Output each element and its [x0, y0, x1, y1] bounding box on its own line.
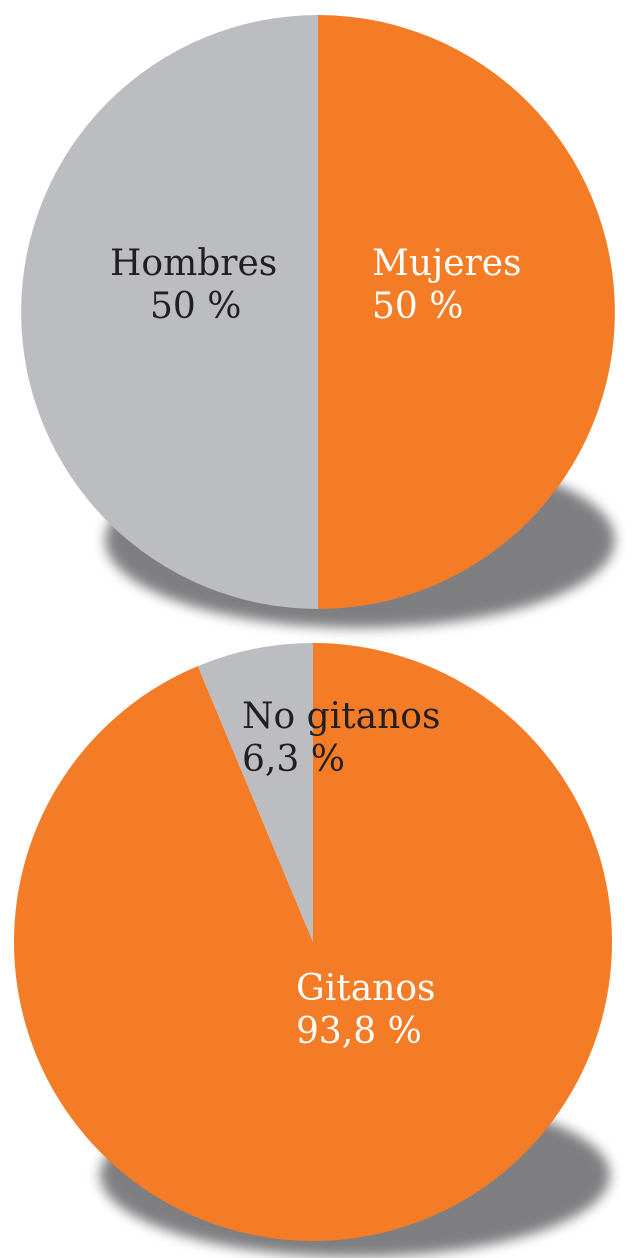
pie-slice-no-gitanos	[197, 643, 313, 942]
slice-label-no-gitanos: No gitanos	[242, 696, 440, 737]
slice-value-hombres: 50 %	[150, 286, 241, 327]
slice-label-mujeres: Mujeres	[372, 243, 522, 284]
pie-slices	[13, 643, 612, 1241]
pie-chart-gender: Mujeres 50 % Hombres 50 %	[21, 15, 615, 628]
pie-slice-mujeres	[318, 15, 615, 609]
pie-slice-hombres	[21, 15, 318, 609]
slice-label-gitanos: Gitanos	[296, 968, 436, 1009]
slice-label-hombres: Hombres	[110, 243, 277, 284]
pie-slices	[21, 15, 615, 609]
slice-value-gitanos: 93,8 %	[296, 1011, 422, 1052]
pie-chart-ethnicity: Gitanos 93,8 % No gitanos 6,3 %	[13, 643, 612, 1257]
pie-slice-gitanos	[13, 643, 612, 1241]
slice-value-no-gitanos: 6,3 %	[242, 739, 345, 780]
slice-value-mujeres: 50 %	[372, 286, 463, 327]
